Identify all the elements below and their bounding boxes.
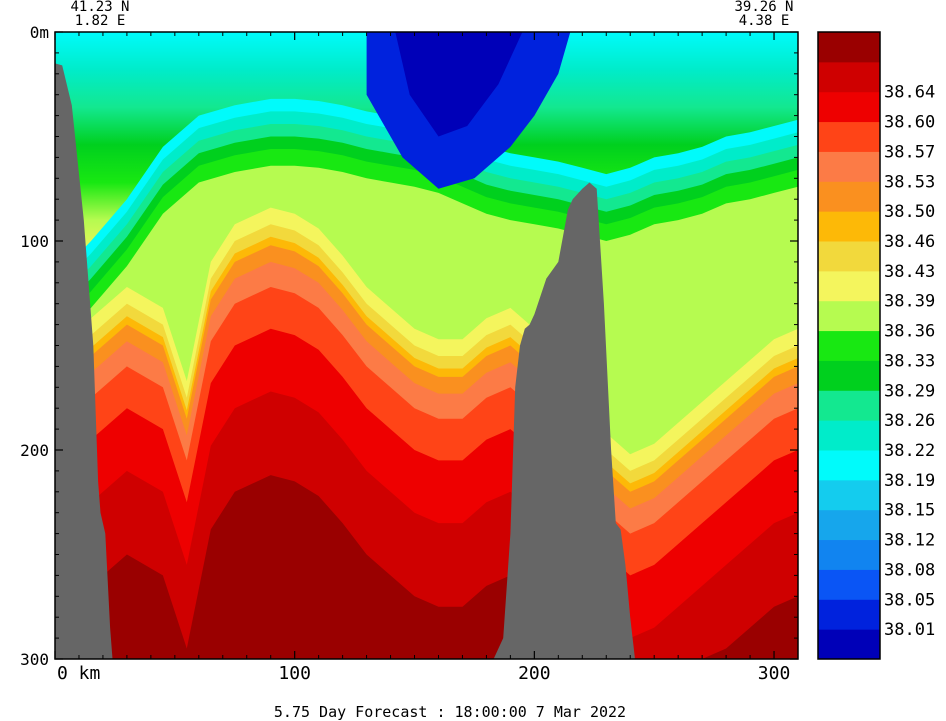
salinity-band-lower-8 [55, 475, 798, 659]
seamount-bathymetry [493, 182, 635, 659]
start-latitude: 41.23 N [70, 0, 129, 15]
y-tick-label: 200 [20, 441, 49, 460]
end-latitude: 39.26 N [734, 0, 793, 15]
coastal-slope-bathymetry [55, 63, 113, 659]
colorbar-swatch [818, 300, 880, 332]
colorbar-swatch [818, 121, 880, 152]
colorbar-label: 38.57 [884, 142, 935, 162]
y-tick-label: 300 [20, 650, 49, 669]
colorbar-label: 38.08 [884, 560, 935, 580]
colorbar-label: 38.36 [884, 322, 935, 342]
start-longitude: 1.82 E [75, 13, 126, 29]
colorbar-label: 38.53 [884, 172, 935, 192]
colorbar-swatch [818, 479, 880, 511]
x-tick-label: 300 [758, 663, 791, 684]
colorbar-frame [817, 31, 881, 660]
colorbar-label: 38.15 [884, 501, 935, 521]
y-tick-label: 0m [30, 23, 49, 42]
colorbar-label: 38.64 [884, 83, 935, 103]
colorbar-label: 38.39 [884, 292, 935, 312]
colorbar-label: 38.19 [884, 471, 935, 491]
colorbar-label: 38.26 [884, 411, 935, 431]
colorbar-label: 38.29 [884, 381, 935, 401]
colorbar-label: 38.12 [884, 531, 935, 551]
colorbar-swatch [818, 599, 880, 630]
colorbar-label: 38.60 [884, 113, 935, 133]
colorbar-label: 38.05 [884, 590, 935, 610]
colorbar-swatch [818, 32, 880, 63]
colorbar-swatch [818, 61, 880, 93]
fresh-water-core-inner [395, 32, 523, 137]
colorbar-label: 38.22 [884, 441, 935, 461]
colorbar-swatch [818, 211, 880, 242]
x-tick-label: 200 [518, 663, 551, 684]
plot-area [55, 32, 798, 659]
x-tick-label: 0 km [57, 663, 100, 684]
colorbar-swatch [818, 569, 880, 600]
colorbar-label: 38.43 [884, 262, 935, 282]
colorbar-swatch [818, 629, 880, 660]
y-tick-label: 100 [20, 232, 49, 251]
colorbar-label: 38.50 [884, 202, 935, 222]
colorbar-swatch [818, 360, 880, 391]
colorbar-swatch [818, 509, 880, 541]
colorbar-label: 38.46 [884, 232, 935, 252]
colorbar-swatch [818, 450, 880, 481]
colorbar-swatch [818, 390, 880, 421]
x-tick-label: 100 [278, 663, 311, 684]
colorbar-label: 38.33 [884, 351, 935, 371]
end-longitude: 4.38 E [739, 13, 790, 29]
colorbar-swatch [818, 91, 880, 123]
colorbar-swatch [818, 330, 880, 361]
colorbar-swatch [818, 151, 880, 182]
forecast-caption: 5.75 Day Forecast : 18:00:00 7 Mar 2022 [274, 703, 626, 721]
colorbar-swatch [818, 270, 880, 302]
colorbar-label: 38.01 [884, 620, 935, 640]
colorbar-swatch [818, 420, 880, 451]
colorbar-swatch [818, 539, 880, 570]
colorbar-swatch [818, 241, 880, 272]
colorbar-swatch [818, 181, 880, 212]
colorbar: 38.01 38.05 38.08 38.12 38.15 38.19 38.22 38.26… [818, 32, 935, 660]
